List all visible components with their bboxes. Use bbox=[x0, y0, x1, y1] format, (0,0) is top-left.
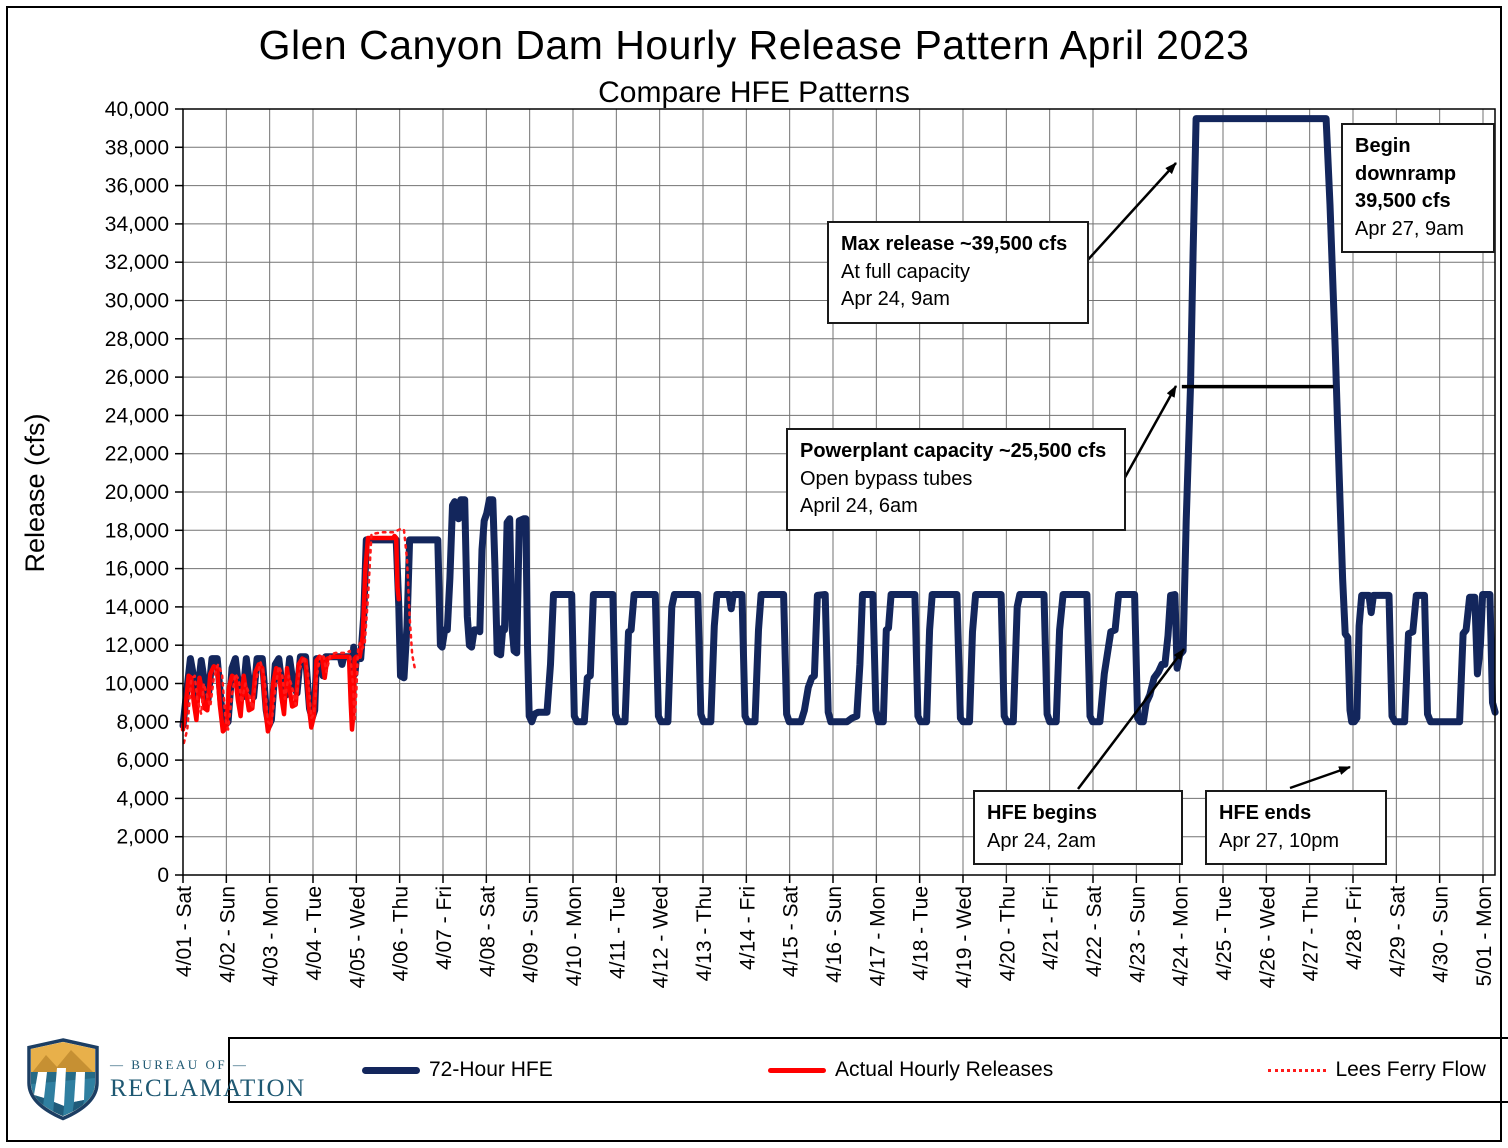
x-tick-label: 4/18 - Tue bbox=[910, 886, 933, 981]
reclamation-shield-icon bbox=[27, 1038, 99, 1121]
x-tick-label: 5/01 - Mon bbox=[1473, 886, 1496, 986]
annotation-line: HFE ends bbox=[1219, 802, 1312, 824]
annotation-line: Apr 24, 2am bbox=[987, 829, 1096, 852]
y-tick-label: 20,000 bbox=[105, 481, 169, 504]
legend-label: 72-Hour HFE bbox=[429, 1058, 553, 1081]
hfe-ends-arrow bbox=[1289, 765, 1351, 790]
annotation-line: At full capacity bbox=[841, 260, 970, 283]
x-tick-label: 4/19 - Wed bbox=[953, 886, 976, 988]
y-tick-label: 12,000 bbox=[105, 634, 169, 657]
annotation-line: Begin downramp bbox=[1355, 135, 1457, 185]
annotation-line: Max release ~39,500 cfs bbox=[841, 233, 1068, 255]
hfe-begins-arrow bbox=[1077, 648, 1185, 790]
y-tick-label: 16,000 bbox=[105, 558, 169, 581]
actual-line-sample-icon bbox=[767, 1067, 826, 1073]
legend-item-lees-ferry-flow: Lees Ferry Flow bbox=[1268, 1058, 1486, 1082]
y-tick-label: 32,000 bbox=[105, 251, 169, 274]
x-tick-label: 4/17 - Mon bbox=[866, 886, 889, 986]
annotation-arrows bbox=[1077, 162, 1351, 790]
x-tick-label: 4/24 - Mon bbox=[1170, 886, 1193, 986]
x-tick-label: 4/15 - Sat bbox=[780, 886, 803, 977]
max-release-arrow bbox=[1084, 162, 1177, 264]
x-tick-label: 4/07 - Fri bbox=[433, 886, 456, 970]
x-tick-label: 4/14 - Fri bbox=[736, 886, 759, 970]
annotation-hfe-begins: HFE begins Apr 24, 2am bbox=[973, 790, 1183, 866]
annotation-line: Apr 24, 9am bbox=[841, 288, 950, 311]
x-tick-label: 4/12 - Wed bbox=[650, 886, 673, 988]
y-tick-label: 36,000 bbox=[105, 175, 169, 198]
annotation-line: Apr 27, 9am bbox=[1355, 217, 1464, 240]
x-tick-label: 4/16 - Sun bbox=[823, 886, 846, 983]
y-tick-label: 28,000 bbox=[105, 328, 169, 351]
legend: 72-Hour HFE Actual Hourly Releases Lees … bbox=[228, 1037, 1508, 1103]
annotation-line: April 24, 6am bbox=[800, 495, 918, 518]
annotation-line: Powerplant capacity ~25,500 cfs bbox=[800, 440, 1107, 462]
x-tick-label: 4/02 - Sun bbox=[216, 886, 239, 983]
x-tick-label: 4/22 - Sat bbox=[1083, 886, 1106, 977]
y-tick-label: 34,000 bbox=[105, 213, 169, 236]
y-tick-label: 40,000 bbox=[105, 98, 169, 121]
annotation-hfe-ends: HFE ends Apr 27, 10pm bbox=[1205, 790, 1387, 866]
lees-ferry-line-sample-icon bbox=[1268, 1068, 1327, 1072]
annotation-line: Open bypass tubes bbox=[800, 467, 973, 490]
x-tick-label: 4/27 - Thu bbox=[1300, 886, 1323, 981]
legend-label: Actual Hourly Releases bbox=[834, 1058, 1054, 1081]
annotation-line: 39,500 cfs bbox=[1355, 190, 1451, 213]
x-tick-label: 4/13 - Thu bbox=[693, 886, 716, 981]
y-tick-label: 22,000 bbox=[105, 443, 169, 466]
x-tick-label: 4/28 - Fri bbox=[1343, 886, 1366, 970]
legend-item-72-hour-hfe: 72-Hour HFE bbox=[362, 1058, 553, 1082]
logo-reclamation: RECLAMATION bbox=[110, 1075, 306, 1102]
x-tick-label: 4/05 - Wed bbox=[346, 886, 369, 988]
x-tick-label: 4/29 - Sat bbox=[1386, 886, 1409, 977]
y-tick-label: 26,000 bbox=[105, 366, 169, 389]
legend-label: Lees Ferry Flow bbox=[1335, 1058, 1486, 1081]
x-tick-label: 4/30 - Sun bbox=[1430, 886, 1453, 983]
y-tick-label: 14,000 bbox=[105, 596, 169, 619]
x-tick-label: 4/04 - Tue bbox=[303, 886, 326, 981]
logo-text: — BUREAU OF — RECLAMATION bbox=[110, 1057, 306, 1103]
annotation-line: HFE begins bbox=[987, 802, 1098, 824]
x-tick-label: 4/03 - Mon bbox=[260, 886, 283, 986]
y-tick-label: 24,000 bbox=[105, 404, 169, 427]
x-tick-label: 4/09 - Sun bbox=[520, 886, 543, 983]
chart-subtitle: Compare HFE Patterns bbox=[598, 76, 910, 109]
x-tick-label: 4/10 - Mon bbox=[563, 886, 586, 986]
annotation-line: Apr 27, 10pm bbox=[1219, 829, 1340, 852]
hfe-line-sample-icon bbox=[362, 1066, 420, 1074]
annotation-begin-downramp: Begin downramp 39,500 cfs Apr 27, 9am bbox=[1341, 123, 1495, 254]
annotation-powerplant-capacity: Powerplant capacity ~25,500 cfs Open byp… bbox=[786, 428, 1126, 531]
y-tick-label: 2,000 bbox=[116, 826, 169, 849]
legend-item-actual-hourly-releases: Actual Hourly Releases bbox=[767, 1058, 1054, 1082]
y-tick-label: 6,000 bbox=[116, 749, 169, 772]
y-tick-label: 18,000 bbox=[105, 519, 169, 542]
x-tick-label: 4/06 - Thu bbox=[390, 886, 413, 981]
x-tick-label: 4/08 - Sat bbox=[476, 886, 499, 977]
x-tick-label: 4/20 - Thu bbox=[996, 886, 1019, 981]
x-tick-label: 4/23 - Sun bbox=[1126, 886, 1149, 983]
y-tick-label: 0 bbox=[157, 864, 169, 887]
y-tick-label: 30,000 bbox=[105, 290, 169, 313]
series-lees-ferry-flow bbox=[182, 527, 417, 745]
y-tick-label: 8,000 bbox=[116, 711, 169, 734]
chart-title: Glen Canyon Dam Hourly Release Pattern A… bbox=[258, 22, 1250, 68]
x-tick-label: 4/11 - Tue bbox=[606, 886, 629, 979]
annotation-max-release: Max release ~39,500 cfs At full capacity… bbox=[827, 221, 1089, 324]
y-tick-label: 38,000 bbox=[105, 136, 169, 159]
x-tick-label: 4/25 - Tue bbox=[1213, 886, 1236, 981]
x-tick-label: 4/01 - Sat bbox=[173, 886, 196, 977]
y-tick-label: 4,000 bbox=[116, 787, 169, 810]
y-tick-label: 10,000 bbox=[105, 673, 169, 696]
series-72-hour-hfe bbox=[179, 115, 1499, 730]
bureau-of-reclamation-logo: — BUREAU OF — RECLAMATION bbox=[26, 1038, 306, 1122]
logo-bureau-of: — BUREAU OF — bbox=[110, 1057, 249, 1072]
x-tick-label: 4/21 - Fri bbox=[1040, 886, 1063, 970]
x-tick-label: 4/26 - Wed bbox=[1256, 886, 1279, 988]
